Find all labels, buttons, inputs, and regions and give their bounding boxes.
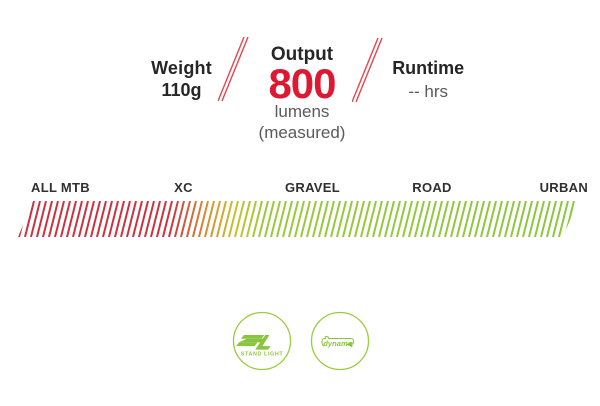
svg-text:dynamo: dynamo bbox=[323, 339, 352, 348]
svg-text:STAND LIGHT: STAND LIGHT bbox=[241, 352, 284, 358]
